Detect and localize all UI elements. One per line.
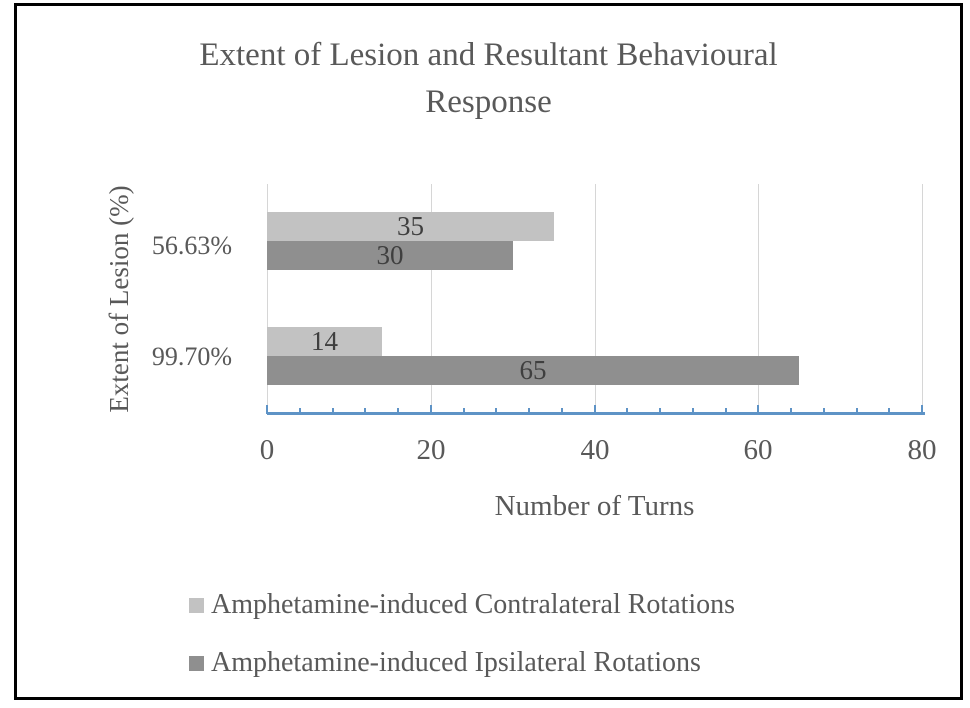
minor-tick-24 bbox=[463, 408, 465, 414]
minor-tick-32 bbox=[528, 408, 530, 414]
major-tick-80 bbox=[921, 405, 923, 414]
data-label-series1-cat2: 14 bbox=[311, 326, 338, 356]
gridline-80 bbox=[922, 184, 923, 414]
minor-tick-72 bbox=[856, 408, 858, 414]
x-tick-label-80: 80 bbox=[907, 434, 937, 466]
legend-marker-icon bbox=[189, 656, 204, 671]
major-tick-40 bbox=[594, 405, 596, 414]
legend-item-2: Amphetamine-induced Ipsilateral Rotation… bbox=[189, 646, 735, 680]
minor-tick-8 bbox=[332, 408, 334, 414]
bar-series1-cat2 bbox=[267, 327, 382, 356]
chart-title-line-1: Extent of Lesion and Resultant Behaviour… bbox=[199, 37, 778, 73]
minor-tick-36 bbox=[561, 408, 563, 414]
plot-area: 35 14 30 65 bbox=[267, 184, 923, 414]
x-tick-label-0: 0 bbox=[259, 434, 275, 466]
minor-tick-76 bbox=[888, 408, 890, 414]
minor-tick-4 bbox=[299, 408, 301, 414]
x-tick-label-40: 40 bbox=[580, 434, 610, 466]
minor-tick-48 bbox=[659, 408, 661, 414]
minor-tick-28 bbox=[495, 408, 497, 414]
legend-label: Amphetamine-induced Contralateral Rotati… bbox=[211, 589, 736, 620]
minor-tick-64 bbox=[790, 408, 792, 414]
chart-frame: Extent of Lesion and Resultant Behaviour… bbox=[14, 3, 963, 700]
major-tick-0 bbox=[266, 405, 268, 414]
major-tick-20 bbox=[430, 405, 432, 414]
gridline-60 bbox=[758, 184, 759, 414]
legend-label: Amphetamine-induced Ipsilateral Rotation… bbox=[211, 647, 701, 678]
y-axis-title: Extent of Lesion (%) bbox=[104, 185, 134, 413]
data-label-series2-cat2: 65 bbox=[519, 355, 547, 385]
legend-marker-icon bbox=[189, 598, 204, 613]
data-label-series2-cat1: 30 bbox=[376, 240, 404, 270]
minor-tick-56 bbox=[725, 408, 727, 414]
x-axis-title: Number of Turns bbox=[494, 490, 695, 522]
chart-title-line-2: Response bbox=[425, 84, 552, 120]
legend-item-1: Amphetamine-induced Contralateral Rotati… bbox=[189, 588, 735, 622]
category-label-56.63: 56.63% bbox=[151, 231, 232, 260]
chart-title: Extent of Lesion and Resultant Behaviour… bbox=[17, 32, 960, 126]
minor-tick-44 bbox=[626, 408, 628, 414]
category-label-99.70: 99.70% bbox=[151, 342, 232, 371]
minor-tick-68 bbox=[823, 408, 825, 414]
bar-series1-cat1 bbox=[267, 212, 554, 241]
gridline-20 bbox=[431, 184, 432, 414]
x-tick-label-20: 20 bbox=[416, 434, 446, 466]
gridline-40 bbox=[595, 184, 596, 414]
x-axis-line bbox=[267, 412, 925, 415]
minor-tick-52 bbox=[692, 408, 694, 414]
minor-tick-16 bbox=[397, 408, 399, 414]
x-tick-label-60: 60 bbox=[743, 434, 773, 466]
minor-tick-12 bbox=[364, 408, 366, 414]
major-tick-60 bbox=[757, 405, 759, 414]
legend: Amphetamine-induced Contralateral Rotati… bbox=[189, 588, 735, 704]
data-label-series1-cat1: 35 bbox=[397, 211, 424, 241]
gridline-0 bbox=[267, 184, 268, 414]
bar-series2-cat2 bbox=[267, 356, 799, 385]
bar-series2-cat1 bbox=[267, 241, 513, 270]
